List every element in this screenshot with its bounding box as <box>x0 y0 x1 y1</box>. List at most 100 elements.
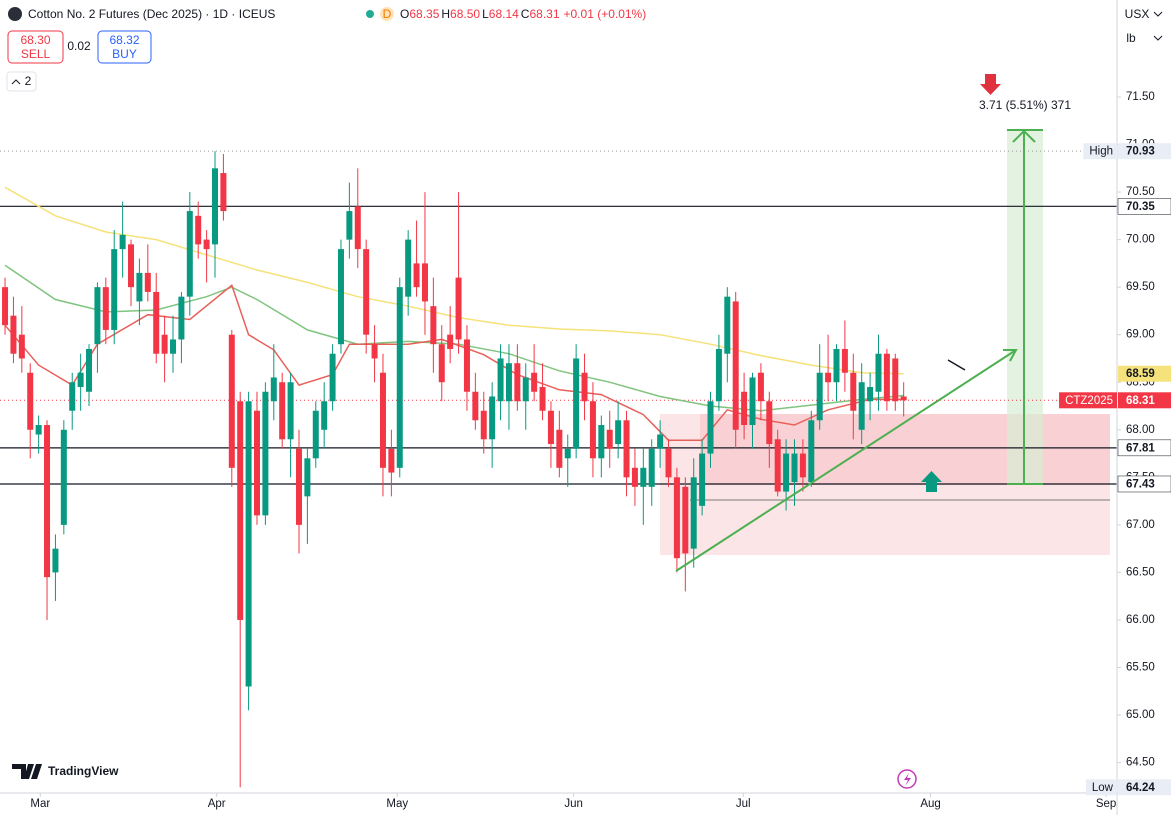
layers-button[interactable] <box>6 71 37 92</box>
y-tick-label: 65.00 <box>1126 709 1155 721</box>
candle-body <box>279 382 286 440</box>
status-icon <box>380 7 394 21</box>
candle-body <box>480 410 487 440</box>
sell-button[interactable] <box>7 30 64 64</box>
candle-body <box>212 168 219 245</box>
candle-body <box>220 173 227 212</box>
candle-body <box>253 410 260 516</box>
x-tick-label: Apr <box>208 798 226 810</box>
candle-body <box>413 263 420 288</box>
candle-body <box>547 410 554 445</box>
candle-body <box>514 363 521 402</box>
candle-body <box>379 372 386 468</box>
candle-body <box>354 206 361 250</box>
candle-body <box>749 377 756 426</box>
candle-body <box>346 211 353 240</box>
y-tick-label: 66.00 <box>1126 614 1155 626</box>
candle-body <box>825 372 832 383</box>
candle-body <box>287 382 294 440</box>
ohlc-value: 68.31 <box>529 7 559 21</box>
currency[interactable]: USX <box>1125 7 1150 21</box>
ohlc-value: 68.35 <box>409 7 439 21</box>
y-tick-label: 67.00 <box>1126 519 1155 531</box>
price-label-bg <box>1117 475 1171 493</box>
candle-body <box>707 401 714 454</box>
candle-body <box>421 263 428 302</box>
unit[interactable]: lb <box>1126 31 1136 45</box>
candle-body <box>203 239 210 250</box>
candle-body <box>589 401 596 459</box>
candle-body <box>136 272 143 302</box>
down-arrow <box>980 74 1001 95</box>
price-label-bg <box>1118 143 1171 160</box>
candle-body <box>52 548 59 573</box>
price-label: 70.35 <box>1126 201 1155 213</box>
candle-body <box>245 401 252 687</box>
y-tick-label: 64.50 <box>1126 757 1155 769</box>
candle-body <box>438 344 445 383</box>
candle-body <box>178 296 185 340</box>
candle-body <box>153 291 160 354</box>
candle-body <box>682 486 689 554</box>
sell-price[interactable]: 68.30 <box>20 33 50 47</box>
sell-label[interactable]: SELL <box>21 47 51 61</box>
drawing-line <box>947 359 966 371</box>
candle-body <box>640 467 647 487</box>
candle-body <box>673 477 680 559</box>
ohlc-value: 68.14 <box>489 7 519 21</box>
candle-body <box>883 353 890 402</box>
price-tag: Low <box>1092 782 1114 794</box>
candle-body <box>522 377 529 402</box>
candle-body <box>128 244 135 288</box>
price-label-bg <box>1117 439 1171 457</box>
price-tag-bg <box>1059 392 1117 409</box>
candle-body <box>741 391 748 426</box>
price-label-bg <box>1118 779 1171 796</box>
market-dot <box>366 10 374 18</box>
buy-price[interactable]: 68.32 <box>109 33 139 47</box>
symbol-icon <box>8 7 22 21</box>
candle-body <box>77 372 84 387</box>
ohlc-key: L <box>482 7 489 21</box>
candle-body <box>27 372 34 430</box>
price-label-bg <box>1118 392 1171 409</box>
candle-body <box>564 448 571 459</box>
candle-body <box>573 358 580 449</box>
candle-body <box>94 287 101 345</box>
candle-body <box>161 334 168 354</box>
zone <box>700 414 1110 485</box>
chevron <box>11 79 21 85</box>
candle-body <box>850 372 857 411</box>
header: Cotton No. 2 Futures (Dec 2025) · 1D · I… <box>6 7 1163 789</box>
layers-count[interactable]: 2 <box>25 74 32 88</box>
candle-body <box>195 215 202 245</box>
candle-body <box>170 339 177 354</box>
y-tick-label: 70.50 <box>1126 186 1155 198</box>
flash-icon[interactable] <box>897 769 917 789</box>
candle-body <box>18 334 25 359</box>
candle-body <box>497 358 504 402</box>
candle-body <box>631 467 638 487</box>
price-label: 67.81 <box>1126 442 1155 454</box>
candle-body <box>816 372 823 421</box>
price-tag-bg <box>1085 779 1117 796</box>
buy-label[interactable]: BUY <box>112 47 137 61</box>
candle-body <box>405 239 412 297</box>
candle-body <box>44 425 51 578</box>
buy-button[interactable] <box>97 30 152 64</box>
candle-body <box>606 429 613 449</box>
candle-body <box>833 348 840 383</box>
axis: 64.5065.0065.5066.0066.5067.0067.5068.00… <box>30 91 1171 810</box>
ohlc-value: 68.50 <box>450 7 480 21</box>
candle-body <box>690 477 697 549</box>
candle-body <box>556 429 563 468</box>
candle-body <box>867 386 874 402</box>
candle-body <box>186 211 193 297</box>
candle-body <box>10 315 17 354</box>
candle-body <box>337 249 344 345</box>
ohlc-change: +0.01 (+0.01%) <box>564 7 647 21</box>
price-tag: CTZ2025 <box>1065 395 1113 407</box>
candle-body <box>657 434 664 449</box>
flash-bolt <box>904 773 911 786</box>
